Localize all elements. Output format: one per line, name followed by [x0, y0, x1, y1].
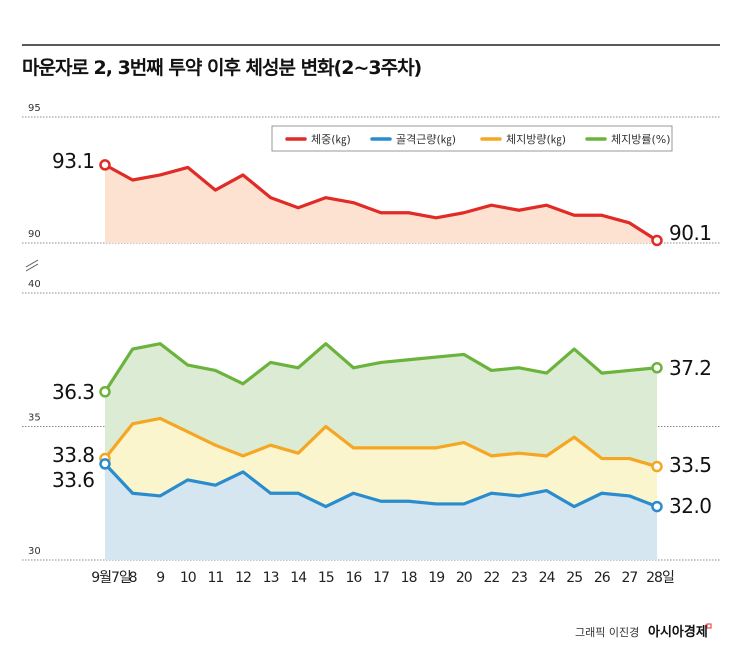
start-value-label: 93.1 [52, 149, 95, 173]
logo-mark [706, 623, 712, 629]
y-tick-label: 90 [28, 229, 41, 240]
logo: 아시아경제 [648, 624, 708, 640]
start-value-label: 36.3 [52, 380, 95, 404]
x-tick-label: 19 [428, 570, 444, 586]
credit: 그래픽 이진경 [575, 626, 639, 639]
end-value-label: 37.2 [669, 356, 712, 380]
area-0 [105, 164, 657, 243]
endpoint-marker [99, 458, 111, 470]
area-1 [105, 463, 657, 560]
chart-title: 마운자로 2, 3번째 투약 이후 체성분 변화(2~3주차) [22, 57, 422, 79]
x-tick-label: 14 [290, 570, 307, 586]
legend-label: 체지방량(㎏) [506, 133, 566, 146]
x-tick-label: 24 [539, 570, 556, 586]
x-tick-label: 8 [129, 570, 137, 586]
end-value-label: 90.1 [669, 221, 712, 245]
x-tick-label: 15 [318, 570, 334, 586]
legend: 체중(㎏) 골격근량(㎏) 체지방량(㎏) 체지방률(%) [271, 125, 673, 152]
y-tick-label: 95 [28, 103, 41, 114]
axis-break-mark [25, 263, 39, 272]
endpoint-marker [651, 234, 663, 247]
x-tick-label: 20 [456, 570, 472, 586]
x-tick-label: 9 [156, 570, 164, 586]
x-tick-label: 16 [345, 570, 362, 586]
end-value-label: 32.0 [669, 494, 712, 518]
axis-break-mark [25, 259, 39, 268]
y-tick-label: 30 [28, 546, 41, 557]
x-tick-label: 26 [594, 570, 611, 586]
legend-label: 체중(㎏) [311, 133, 351, 146]
endpoint-marker [651, 460, 663, 473]
endpoint-marker [651, 500, 663, 513]
y-tick-label: 35 [28, 413, 41, 424]
x-tick-label: 10 [180, 570, 196, 586]
y-tick-label: 40 [28, 279, 41, 290]
x-tick-label: 17 [373, 570, 389, 586]
x-tick-label: 22 [483, 570, 499, 586]
x-tick-label: 11 [207, 570, 223, 586]
start-value-label: 33.8 [52, 443, 95, 467]
legend-label: 체지방률(%) [611, 133, 671, 146]
x-tick-label: 18 [401, 570, 417, 586]
x-tick-label: 12 [235, 570, 251, 586]
start-value-label: 33.6 [52, 468, 95, 492]
x-tick-label: 25 [566, 570, 582, 586]
x-tick-label: 28일 [646, 570, 674, 586]
endpoint-marker [651, 362, 663, 374]
x-tick-label: 13 [263, 570, 279, 586]
endpoint-marker [99, 159, 111, 171]
x-tick-label: 27 [621, 570, 637, 586]
x-tick-label: 23 [511, 570, 527, 586]
endpoint-marker [99, 386, 111, 398]
end-value-label: 33.5 [669, 453, 712, 477]
x-tick-label: 9월7일 [91, 570, 131, 586]
legend-label: 골격근량(㎏) [396, 133, 456, 146]
